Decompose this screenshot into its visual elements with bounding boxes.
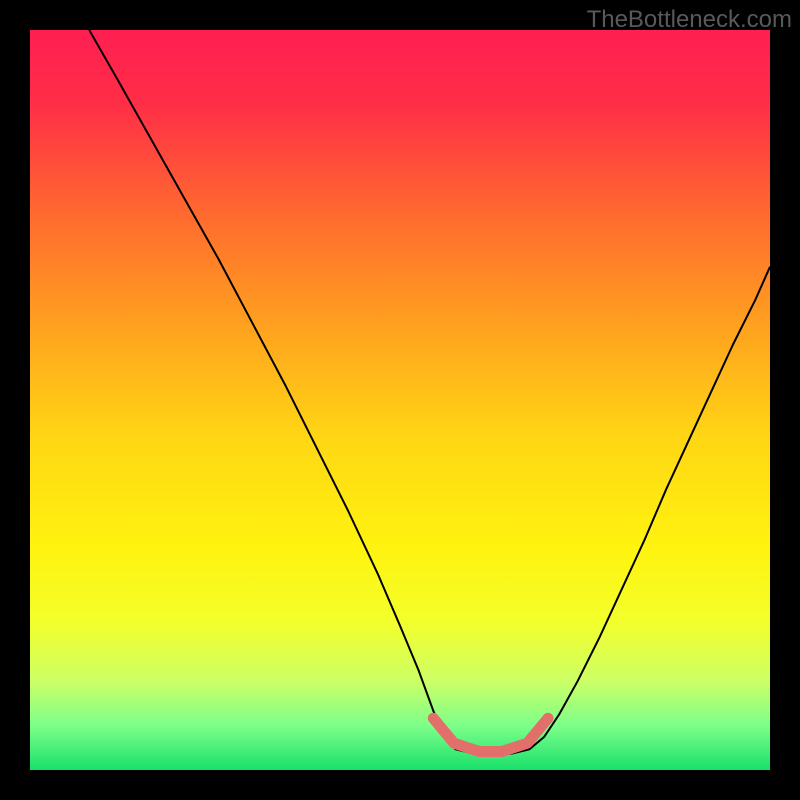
curve-layer: [30, 30, 770, 770]
chart-stage: TheBottleneck.com: [0, 0, 800, 800]
plot-area: [30, 30, 770, 770]
optimal-flat-segment: [433, 718, 548, 751]
watermark-text: TheBottleneck.com: [587, 6, 792, 34]
bottleneck-curve: [89, 30, 770, 754]
